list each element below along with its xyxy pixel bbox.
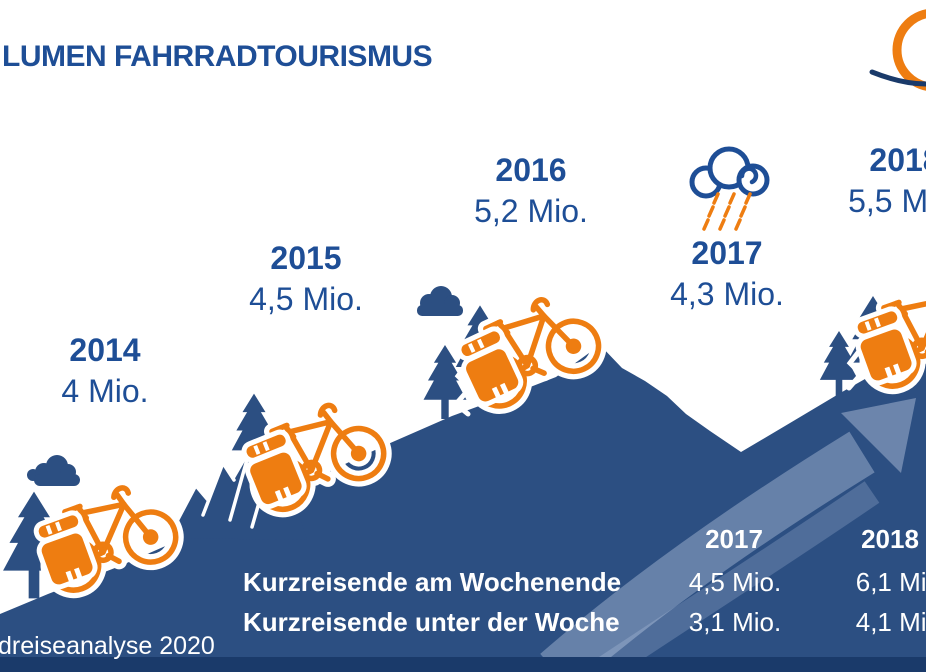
milestone-value: 5,5 Mio. — [848, 183, 926, 219]
table-row-label: Kurzreisende am Wochenende — [243, 567, 622, 597]
milestone-value: 4,3 Mio. — [670, 276, 784, 312]
milestone-2016: 2016 5,2 Mio. — [431, 150, 631, 232]
milestone-2017: 2017 4,3 Mio. — [627, 233, 827, 315]
table-cell: 6,1 Mio. — [855, 567, 926, 597]
table-col-2017: 2017 — [705, 524, 763, 554]
table-cell: 3,1 Mio. — [688, 607, 782, 637]
milestone-year: 2015 — [270, 240, 342, 276]
growth-arrow-icon — [540, 398, 916, 672]
table-cell: 4,1 Mio. — [855, 607, 926, 637]
milestone-2018: 2018 5,5 Mio. — [805, 140, 926, 222]
milestone-value: 4 Mio. — [61, 373, 149, 409]
milestone-year: 2017 — [691, 235, 763, 271]
milestone-year: 2014 — [69, 332, 141, 368]
table-cell: 4,5 Mio. — [688, 567, 782, 597]
milestone-value: 4,5 Mio. — [249, 281, 363, 317]
milestone-value: 5,2 Mio. — [474, 193, 588, 229]
source-note: dreiseanalyse 2020 — [0, 632, 215, 660]
rain-icon — [702, 192, 752, 231]
partial-ring-logo — [869, 9, 926, 91]
table-row-label: Kurzreisende unter der Woche — [243, 607, 620, 637]
bottom-bar — [0, 657, 926, 672]
rain-cloud-icon — [689, 146, 770, 231]
milestone-year: 2018 — [869, 142, 926, 178]
mountain-silhouette — [0, 344, 926, 672]
page-title: LUMEN FAHRRADTOURISMUS — [2, 40, 433, 73]
table-col-2018: 2018 — [861, 524, 919, 554]
milestone-2015: 2015 4,5 Mio. — [206, 238, 406, 320]
cloud-icon — [417, 286, 463, 316]
milestone-year: 2016 — [495, 152, 567, 188]
trail-zigzag — [846, 347, 865, 391]
cloud-icon — [27, 455, 80, 486]
milestone-2014: 2014 4 Mio. — [5, 330, 205, 412]
